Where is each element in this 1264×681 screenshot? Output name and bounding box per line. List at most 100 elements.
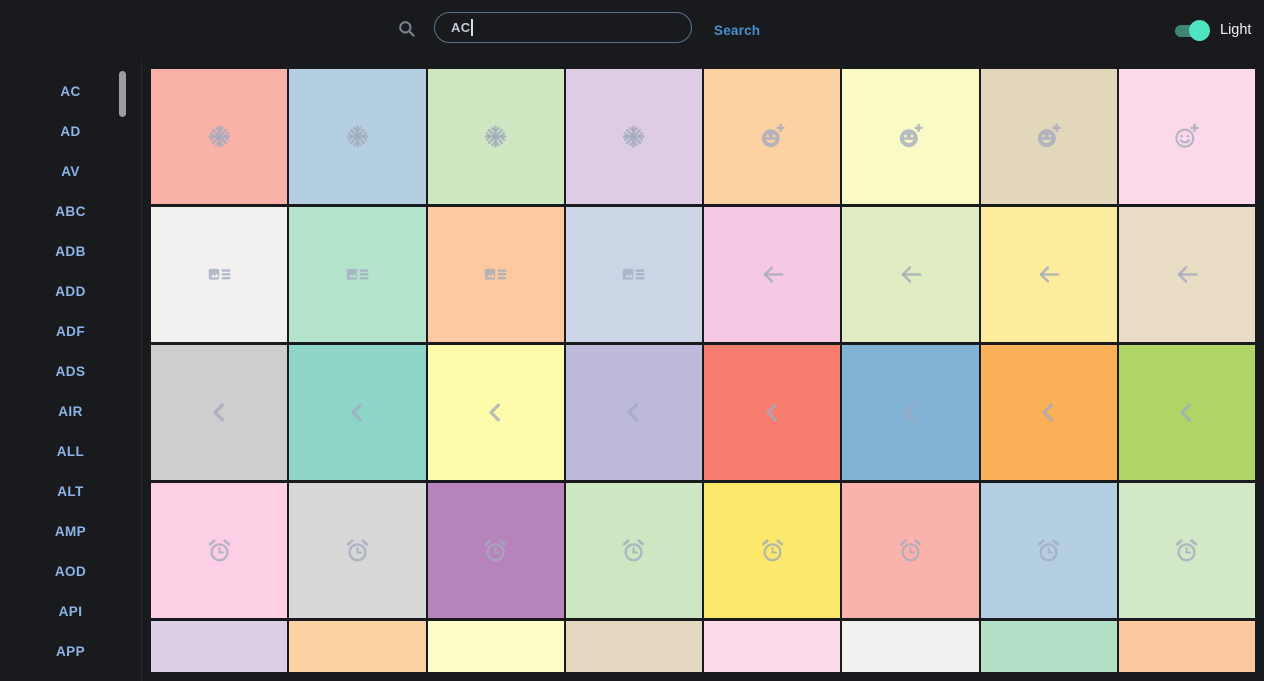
tile[interactable] xyxy=(289,345,426,480)
feed-icon xyxy=(620,261,647,288)
alarm-icon xyxy=(482,537,509,564)
tile[interactable] xyxy=(980,483,1117,618)
feed-icon xyxy=(344,261,371,288)
add-reaction-outline-icon xyxy=(1173,123,1200,150)
tile[interactable] xyxy=(565,483,702,618)
feed-icon xyxy=(482,261,509,288)
chevron-left-icon xyxy=(206,399,233,426)
sidebar-item-av[interactable]: AV xyxy=(61,163,80,179)
top-bar: AC Search Light xyxy=(0,0,1264,60)
alarm-icon xyxy=(1173,537,1200,564)
search-input[interactable]: AC xyxy=(434,12,692,43)
tile[interactable] xyxy=(151,621,288,672)
tile[interactable] xyxy=(151,207,288,342)
add-reaction-icon xyxy=(759,123,786,150)
alarm-icon xyxy=(1035,537,1062,564)
tile[interactable] xyxy=(704,69,841,204)
alarm-icon xyxy=(759,537,786,564)
sidebar-item-add[interactable]: ADD xyxy=(55,283,86,299)
arrow-left-icon xyxy=(1035,261,1062,288)
tile[interactable] xyxy=(704,345,841,480)
alarm-icon xyxy=(344,537,371,564)
feed-icon xyxy=(206,261,233,288)
sidebar-item-adf[interactable]: ADF xyxy=(56,323,85,339)
tile[interactable] xyxy=(704,483,841,618)
tile[interactable] xyxy=(704,207,841,342)
alarm-icon xyxy=(897,537,924,564)
sidebar-item-adb[interactable]: ADB xyxy=(55,243,86,259)
tile[interactable] xyxy=(842,483,979,618)
arrow-left-icon xyxy=(1173,261,1200,288)
chevron-left-icon xyxy=(897,399,924,426)
sidebar-scrollbar[interactable] xyxy=(119,71,126,117)
sidebar-item-app[interactable]: APP xyxy=(56,643,85,659)
chevron-left-icon xyxy=(759,399,786,426)
chevron-left-icon xyxy=(344,399,371,426)
sidebar-item-aod[interactable]: AOD xyxy=(54,563,87,579)
tile[interactable] xyxy=(427,483,564,618)
alarm-icon xyxy=(206,537,233,564)
alarm-icon xyxy=(620,537,647,564)
search-input-value: AC xyxy=(451,20,471,35)
snowflake-icon xyxy=(206,123,233,150)
snowflake-icon xyxy=(482,123,509,150)
tile[interactable] xyxy=(427,69,564,204)
sidebar: AC AD AV ABC ADB ADD ADF ADS AIR ALL ALT AMP AOD API A… xyxy=(0,60,142,681)
sidebar-item-ad[interactable]: AD xyxy=(60,123,81,139)
arrow-left-icon xyxy=(897,261,924,288)
tile[interactable] xyxy=(289,483,426,618)
tile-grid xyxy=(151,69,1255,672)
tile[interactable] xyxy=(427,621,564,672)
theme-toggle-label: Light xyxy=(1220,22,1252,38)
tile[interactable] xyxy=(565,69,702,204)
tile[interactable] xyxy=(980,621,1117,672)
tile[interactable] xyxy=(565,207,702,342)
tile[interactable] xyxy=(842,621,979,672)
tile[interactable] xyxy=(1118,483,1255,618)
tile[interactable] xyxy=(1118,345,1255,480)
sidebar-list: AC AD AV ABC ADB ADD ADF ADS AIR ALL ALT AMP AOD API A… xyxy=(0,71,141,671)
tile[interactable] xyxy=(427,345,564,480)
tile[interactable] xyxy=(289,207,426,342)
tile[interactable] xyxy=(565,621,702,672)
tile[interactable] xyxy=(1118,69,1255,204)
sidebar-item-air[interactable]: AIR xyxy=(58,403,83,419)
sidebar-item-amp[interactable]: AMP xyxy=(54,523,87,539)
text-cursor xyxy=(471,19,473,36)
sidebar-item-all[interactable]: ALL xyxy=(56,443,85,459)
tile[interactable] xyxy=(842,207,979,342)
tile[interactable] xyxy=(980,345,1117,480)
sidebar-item-ads[interactable]: ADS xyxy=(55,363,86,379)
tile[interactable] xyxy=(704,621,841,672)
sidebar-item-abc[interactable]: ABC xyxy=(55,203,86,219)
theme-toggle[interactable] xyxy=(1175,20,1213,41)
search-icon xyxy=(397,19,416,38)
chevron-left-icon xyxy=(1173,399,1200,426)
tile[interactable] xyxy=(842,69,979,204)
tile[interactable] xyxy=(1118,207,1255,342)
chevron-left-icon xyxy=(1035,399,1062,426)
chevron-left-icon xyxy=(482,399,509,426)
snowflake-icon xyxy=(344,123,371,150)
snowflake-icon xyxy=(620,123,647,150)
tile[interactable] xyxy=(565,345,702,480)
sidebar-item-alt[interactable]: ALT xyxy=(57,483,84,499)
search-button[interactable]: Search xyxy=(714,23,761,38)
tile[interactable] xyxy=(151,483,288,618)
toggle-knob xyxy=(1189,20,1210,41)
arrow-left-icon xyxy=(759,261,786,288)
tile[interactable] xyxy=(980,207,1117,342)
add-reaction-icon xyxy=(897,123,924,150)
tile[interactable] xyxy=(980,69,1117,204)
tile[interactable] xyxy=(427,207,564,342)
sidebar-item-api[interactable]: API xyxy=(58,603,83,619)
tile[interactable] xyxy=(842,345,979,480)
add-reaction-icon xyxy=(1035,123,1062,150)
tile[interactable] xyxy=(289,69,426,204)
tile[interactable] xyxy=(151,69,288,204)
chevron-left-icon xyxy=(620,399,647,426)
tile[interactable] xyxy=(1118,621,1255,672)
tile[interactable] xyxy=(289,621,426,672)
sidebar-item-ac[interactable]: AC xyxy=(60,83,81,99)
tile[interactable] xyxy=(151,345,288,480)
